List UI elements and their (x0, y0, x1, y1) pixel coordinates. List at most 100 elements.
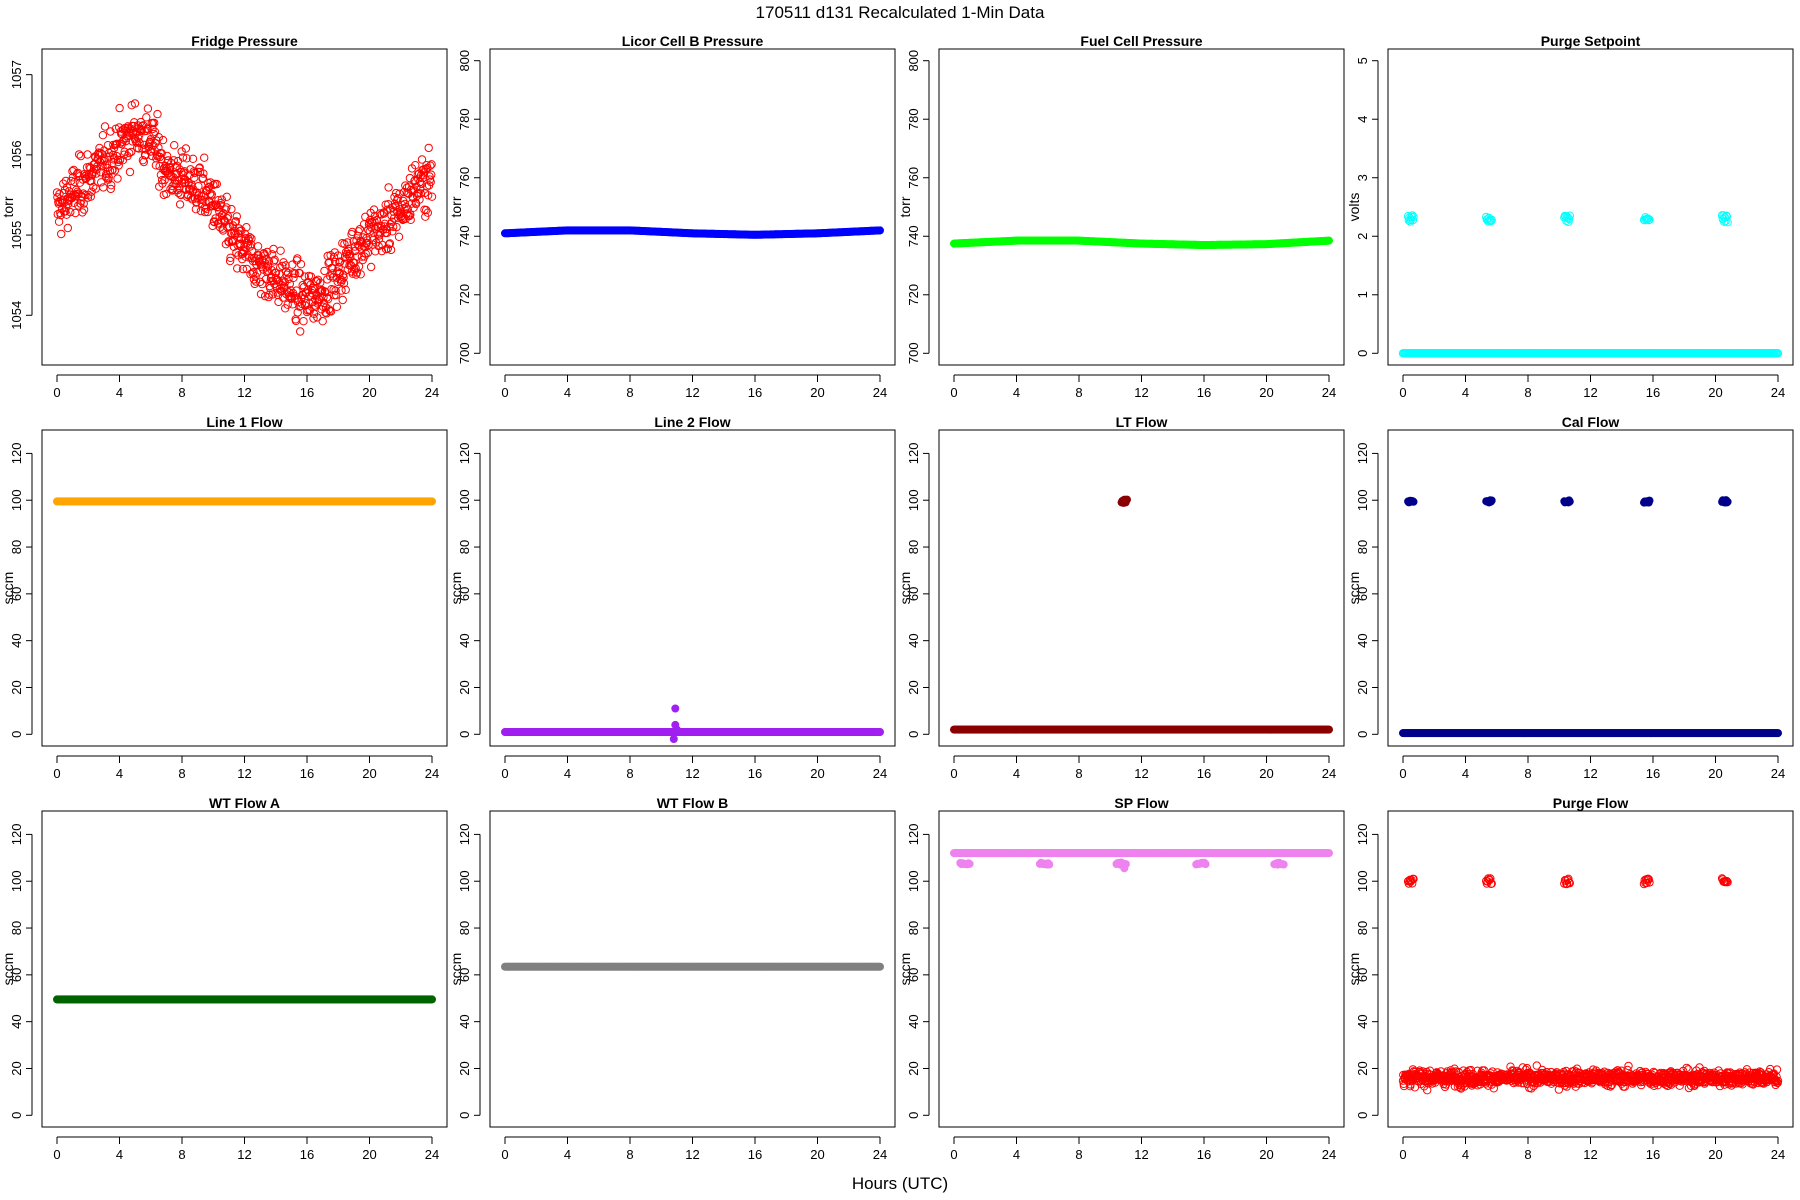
data-point (424, 143, 433, 153)
y-axis-label: sccm (0, 572, 16, 605)
y-axis-label: sccm (0, 953, 16, 986)
data-point (1565, 497, 1574, 506)
y-axis-label: torr (448, 196, 464, 217)
y-axis-label: sccm (448, 572, 464, 605)
y-tick-label: 40 (457, 1014, 472, 1028)
x-tick-label: 16 (748, 766, 762, 781)
y-axis-label: torr (897, 196, 913, 217)
data-point (1645, 215, 1654, 224)
x-tick-label: 16 (1646, 385, 1660, 400)
data-point (199, 169, 208, 178)
x-tick-label: 24 (1771, 385, 1785, 400)
data-point (204, 183, 213, 192)
data-point (127, 147, 136, 157)
data-point (227, 204, 236, 214)
data-point (1722, 211, 1731, 220)
y-tick-label: 1056 (9, 140, 24, 169)
data-point (287, 294, 296, 303)
x-tick-label: 24 (425, 766, 439, 781)
x-tick-label: 24 (1322, 385, 1336, 400)
data-point (415, 195, 424, 204)
y-tick-label: 100 (1355, 489, 1370, 511)
data-point (875, 962, 884, 971)
data-point (427, 497, 436, 506)
data-point (232, 212, 242, 221)
data-point (103, 163, 112, 173)
data-point (100, 155, 109, 164)
data-point (233, 264, 242, 273)
data-point (427, 170, 436, 179)
x-tick-label: 12 (685, 385, 699, 400)
data-point (194, 182, 203, 191)
x-tick-label: 4 (116, 385, 123, 400)
x-tick-label: 4 (116, 766, 123, 781)
data-point (339, 270, 348, 279)
data-point (86, 192, 96, 201)
data-point (400, 204, 409, 214)
data-point (289, 273, 298, 282)
x-tick-label: 12 (1134, 385, 1148, 400)
data-point (1773, 349, 1783, 358)
data-point (319, 293, 328, 302)
data-point (207, 190, 217, 199)
data-point (389, 222, 398, 232)
data-point (354, 262, 364, 271)
data-point (262, 267, 271, 276)
x-tick-label: 12 (685, 766, 699, 781)
data-point (175, 200, 185, 209)
data-point (222, 203, 231, 212)
data-point (669, 734, 678, 743)
data-point (281, 267, 291, 276)
y-tick-label: 780 (906, 108, 921, 130)
y-tick-label: 1 (1355, 291, 1370, 298)
data-point (96, 168, 106, 177)
y-tick-label: 120 (9, 443, 24, 465)
data-point (157, 175, 167, 185)
y-tick-label: 720 (906, 284, 921, 306)
panel-title: Line 2 Flow (654, 414, 730, 430)
data-point (74, 201, 83, 210)
y-tick-label: 120 (457, 443, 472, 465)
y-tick-label: 1054 (9, 301, 24, 330)
data-point (366, 262, 376, 272)
panel-title: LT Flow (1116, 414, 1168, 430)
data-point (142, 113, 151, 122)
y-tick-label: 40 (457, 633, 472, 647)
y-tick-label: 80 (906, 540, 921, 554)
data-point (1408, 215, 1418, 225)
data-point (671, 704, 680, 713)
y-tick-label: 740 (906, 225, 921, 247)
data-point (395, 189, 404, 198)
data-point (329, 285, 338, 294)
data-point (293, 254, 302, 263)
data-point (375, 209, 385, 218)
x-tick-label: 4 (1013, 766, 1020, 781)
x-tick-label: 8 (1524, 766, 1531, 781)
data-point (339, 273, 348, 282)
data-point (115, 155, 125, 165)
data-point (190, 173, 199, 182)
y-tick-label: 1055 (9, 221, 24, 250)
data-point (1123, 495, 1132, 504)
data-point (1719, 211, 1728, 220)
y-tick-label: 740 (457, 225, 472, 247)
data-point (374, 234, 384, 244)
data-points (52, 995, 436, 1004)
data-point (427, 160, 436, 169)
data-point (125, 148, 134, 158)
data-point (68, 167, 77, 176)
data-point (132, 138, 141, 147)
data-point (73, 187, 82, 197)
data-point (1325, 725, 1334, 734)
y-tick-label: 0 (906, 731, 921, 738)
y-tick-label: 0 (457, 731, 472, 738)
data-point (61, 176, 71, 186)
data-point (309, 314, 318, 323)
x-tick-label: 12 (237, 766, 251, 781)
y-tick-label: 40 (9, 633, 24, 647)
data-point (158, 135, 168, 145)
data-point (406, 210, 415, 219)
